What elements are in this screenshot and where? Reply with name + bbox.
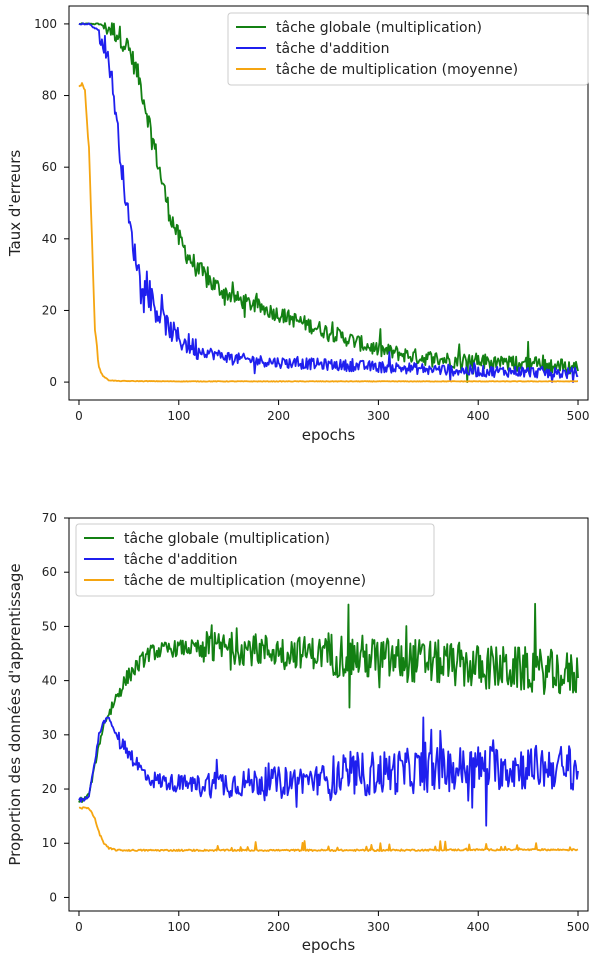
y-tick-label: 10: [42, 836, 57, 850]
y-tick-label: 30: [42, 728, 57, 742]
x-tick-label: 500: [567, 920, 590, 934]
y-tick-label: 50: [42, 619, 57, 633]
y-tick-label: 80: [42, 89, 57, 103]
y-tick-label: 0: [49, 375, 57, 389]
series-line-3: [78, 806, 579, 852]
plot-frame: [68, 5, 589, 401]
x-tick-label: 300: [367, 920, 390, 934]
legend-box: [227, 12, 589, 86]
legend-label: tâche de multiplication (moyenne): [124, 573, 366, 589]
series-line-1: [78, 22, 579, 383]
y-axis-label: Proportion des données d'apprentissage: [6, 563, 24, 865]
legend-label: tâche d'addition: [124, 552, 238, 568]
y-tick-label: 20: [42, 782, 57, 796]
y-tick-label: 70: [42, 511, 57, 525]
x-tick-label: 100: [167, 409, 190, 423]
legend-label: tâche globale (multiplication): [276, 20, 482, 36]
x-tick-label: 400: [467, 920, 490, 934]
y-tick-label: 0: [49, 890, 57, 904]
y-tick-label: 60: [42, 565, 57, 579]
chart-panel-1: 0 100 200 300 400 500 0 20 40 60 80 100 epochs Taux d…: [6, 5, 590, 444]
x-axis-label: epochs: [302, 936, 356, 954]
series-line-2: [78, 716, 579, 827]
chart-panel-2: 0 100 200 300 400 500 0 10 20 30 40 50 60 70 epochs Pro…: [6, 511, 589, 954]
x-tick-label: 200: [267, 920, 290, 934]
x-tick-label: 300: [367, 409, 390, 423]
legend-label: tâche d'addition: [276, 41, 390, 57]
legend-label: tâche globale (multiplication): [124, 531, 330, 547]
x-tick-label: 400: [467, 409, 490, 423]
x-tick-label: 200: [267, 409, 290, 423]
y-tick-label: 40: [42, 232, 57, 246]
series-line-1: [78, 602, 579, 803]
y-axis-label: Taux d'erreurs: [6, 150, 24, 258]
y-tick-label: 20: [42, 303, 57, 317]
legend: tâche globale (multiplication) tâche d'ad…: [75, 523, 435, 597]
y-tick-label: 60: [42, 160, 57, 174]
legend: tâche globale (multiplication) tâche d'ad…: [227, 12, 589, 86]
x-tick-label: 0: [75, 920, 83, 934]
series-line-3: [78, 82, 579, 383]
y-tick-label: 40: [42, 674, 57, 688]
series-line-2: [78, 22, 579, 383]
legend-box: [75, 523, 435, 597]
plot-frame: [68, 517, 589, 912]
y-tick-label: 100: [34, 17, 57, 31]
x-tick-label: 500: [567, 409, 590, 423]
x-tick-label: 0: [75, 409, 83, 423]
x-axis-label: epochs: [302, 426, 356, 444]
legend-label: tâche de multiplication (moyenne): [276, 62, 518, 78]
x-tick-label: 100: [167, 920, 190, 934]
